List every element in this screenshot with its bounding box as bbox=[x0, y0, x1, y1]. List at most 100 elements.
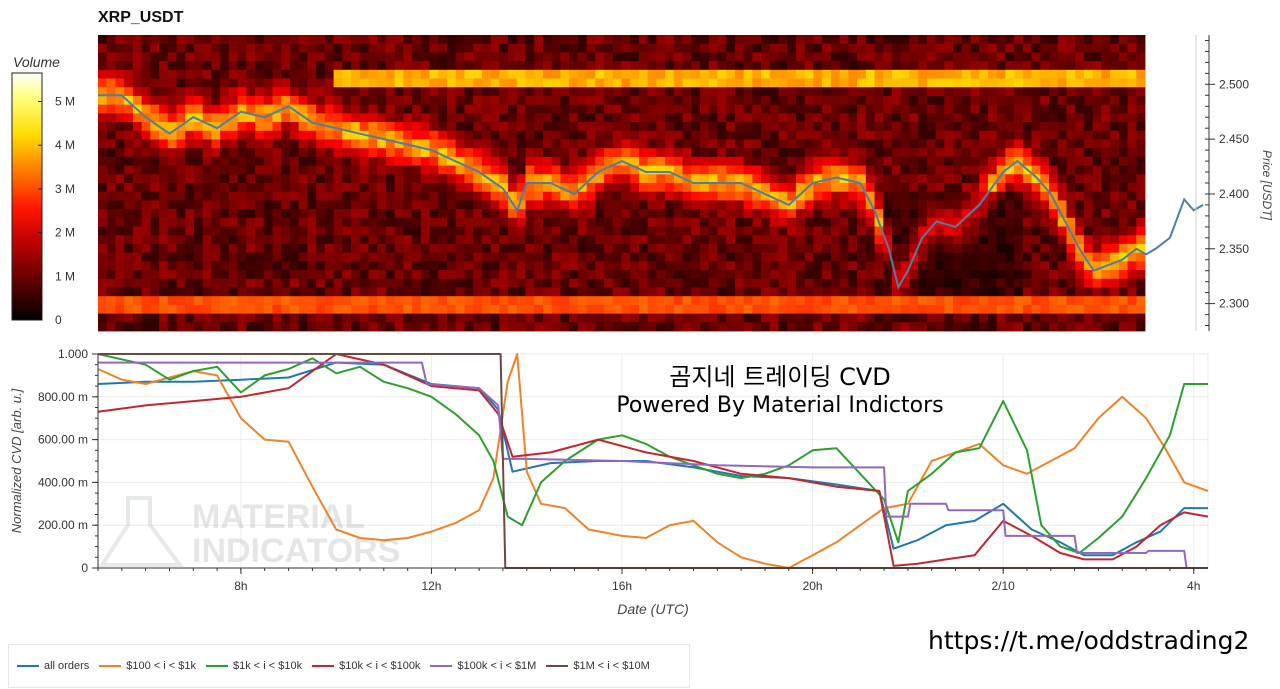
heatmap-cell bbox=[621, 69, 631, 79]
heatmap-cell bbox=[682, 217, 692, 227]
legend-item-5[interactable]: $1M < i < $10M bbox=[546, 660, 650, 672]
heatmap-cell bbox=[560, 191, 570, 201]
heatmap-cell bbox=[813, 191, 823, 201]
heatmap-cell bbox=[551, 270, 561, 280]
heatmap-cell bbox=[385, 95, 396, 106]
heatmap-cell bbox=[1040, 52, 1050, 62]
heatmap-cell bbox=[787, 95, 797, 106]
heatmap-cell bbox=[281, 296, 291, 306]
heatmap-cell bbox=[953, 104, 963, 114]
heatmap-cell bbox=[874, 243, 884, 254]
heatmap-cell bbox=[124, 270, 134, 280]
heatmap-cell bbox=[761, 261, 771, 271]
heatmap-cell bbox=[612, 252, 622, 262]
heatmap-cell bbox=[726, 61, 736, 71]
heatmap-cell bbox=[1101, 270, 1111, 280]
heatmap-cell bbox=[98, 252, 108, 262]
heatmap-cell bbox=[586, 95, 596, 106]
heatmap-cell bbox=[787, 122, 797, 132]
heatmap-cell bbox=[420, 113, 430, 123]
heatmap-cell bbox=[1092, 261, 1102, 271]
heatmap-cell bbox=[1031, 278, 1041, 288]
heatmap-cell bbox=[1066, 122, 1076, 132]
heatmap-cell bbox=[778, 43, 788, 53]
heatmap-cell bbox=[351, 304, 361, 314]
heatmap-cell bbox=[996, 270, 1006, 280]
heatmap-cell bbox=[316, 313, 326, 323]
heatmap-cell bbox=[1127, 174, 1137, 184]
telegram-link[interactable]: https://t.me/oddstrading2 bbox=[928, 626, 1250, 655]
heatmap-cell bbox=[324, 69, 334, 79]
heatmap-cell bbox=[316, 95, 326, 106]
heatmap-cell bbox=[359, 287, 369, 297]
heatmap-cell bbox=[447, 243, 457, 254]
heatmap-cell bbox=[944, 148, 954, 158]
heatmap-cell bbox=[237, 156, 247, 166]
heatmap-cell bbox=[604, 61, 614, 71]
heatmap-cell bbox=[534, 69, 544, 79]
heatmap-cell bbox=[1092, 43, 1102, 53]
heatmap-cell bbox=[150, 296, 160, 306]
legend-item-1[interactable]: $100 < i < $1k bbox=[99, 660, 196, 672]
heatmap-cell bbox=[159, 270, 169, 280]
heatmap-cell bbox=[237, 200, 247, 210]
heatmap-cell bbox=[220, 209, 230, 219]
heatmap-cell bbox=[830, 278, 841, 288]
heatmap-cell bbox=[185, 130, 195, 140]
heatmap-cell bbox=[534, 270, 544, 280]
heatmap-cell bbox=[569, 217, 579, 227]
heatmap-cell bbox=[1092, 287, 1102, 297]
heatmap-cell bbox=[115, 165, 125, 175]
heatmap-cell bbox=[577, 61, 588, 71]
legend-item-3[interactable]: $10k < i < $100k bbox=[312, 660, 420, 672]
heatmap-cell bbox=[420, 304, 430, 314]
heatmap-cell bbox=[708, 35, 718, 45]
heatmap-cell bbox=[752, 183, 762, 193]
heatmap-cell bbox=[682, 191, 692, 201]
price-tick-label: 2.300 bbox=[1219, 297, 1249, 311]
heatmap-cell bbox=[752, 296, 762, 306]
heatmap-cell bbox=[412, 252, 422, 262]
heatmap-cell bbox=[193, 200, 204, 210]
heatmap-cell bbox=[220, 148, 230, 158]
heatmap-cell bbox=[106, 35, 116, 45]
heatmap-cell bbox=[394, 122, 404, 132]
heatmap-cell bbox=[682, 183, 692, 193]
heatmap-cell bbox=[1110, 148, 1120, 158]
heatmap-cell bbox=[324, 95, 334, 106]
heatmap-cell bbox=[508, 165, 518, 175]
legend-item-2[interactable]: $1k < i < $10k bbox=[205, 660, 302, 672]
heatmap-cell bbox=[1092, 270, 1102, 280]
heatmap-cell bbox=[673, 130, 683, 140]
heatmap-cell bbox=[1127, 191, 1137, 201]
heatmap-cell bbox=[1118, 122, 1128, 132]
legend-item-0[interactable]: all orders bbox=[17, 660, 89, 672]
heatmap-cell bbox=[787, 104, 797, 114]
heatmap-cell bbox=[324, 52, 334, 62]
heatmap-cell bbox=[263, 174, 273, 184]
heatmap-cell bbox=[246, 113, 256, 123]
heatmap-cell bbox=[1127, 322, 1137, 332]
heatmap-cell bbox=[813, 95, 823, 106]
heatmap-cell bbox=[246, 52, 256, 62]
heatmap-cell bbox=[944, 287, 954, 297]
heatmap-cell bbox=[1127, 122, 1137, 132]
heatmap-cell bbox=[289, 130, 300, 140]
heatmap-cell bbox=[132, 95, 143, 106]
heatmap-cell bbox=[351, 35, 361, 45]
heatmap-cell bbox=[857, 35, 867, 45]
heatmap-cell bbox=[359, 104, 369, 114]
heatmap-cell bbox=[586, 200, 596, 210]
heatmap-cell bbox=[665, 52, 675, 62]
heatmap-cell bbox=[769, 217, 779, 227]
heatmap-cell bbox=[621, 156, 631, 166]
heatmap-cell bbox=[98, 261, 108, 271]
heatmap-cell bbox=[961, 69, 971, 79]
heatmap-cell bbox=[1083, 148, 1094, 158]
heatmap-cell bbox=[865, 139, 875, 149]
heatmap-cell bbox=[298, 87, 308, 97]
legend-item-4[interactable]: $100k < i < $1M bbox=[430, 660, 536, 672]
heatmap-cell bbox=[211, 287, 221, 297]
heatmap-cell bbox=[342, 287, 352, 297]
heatmap-cell bbox=[185, 304, 195, 314]
